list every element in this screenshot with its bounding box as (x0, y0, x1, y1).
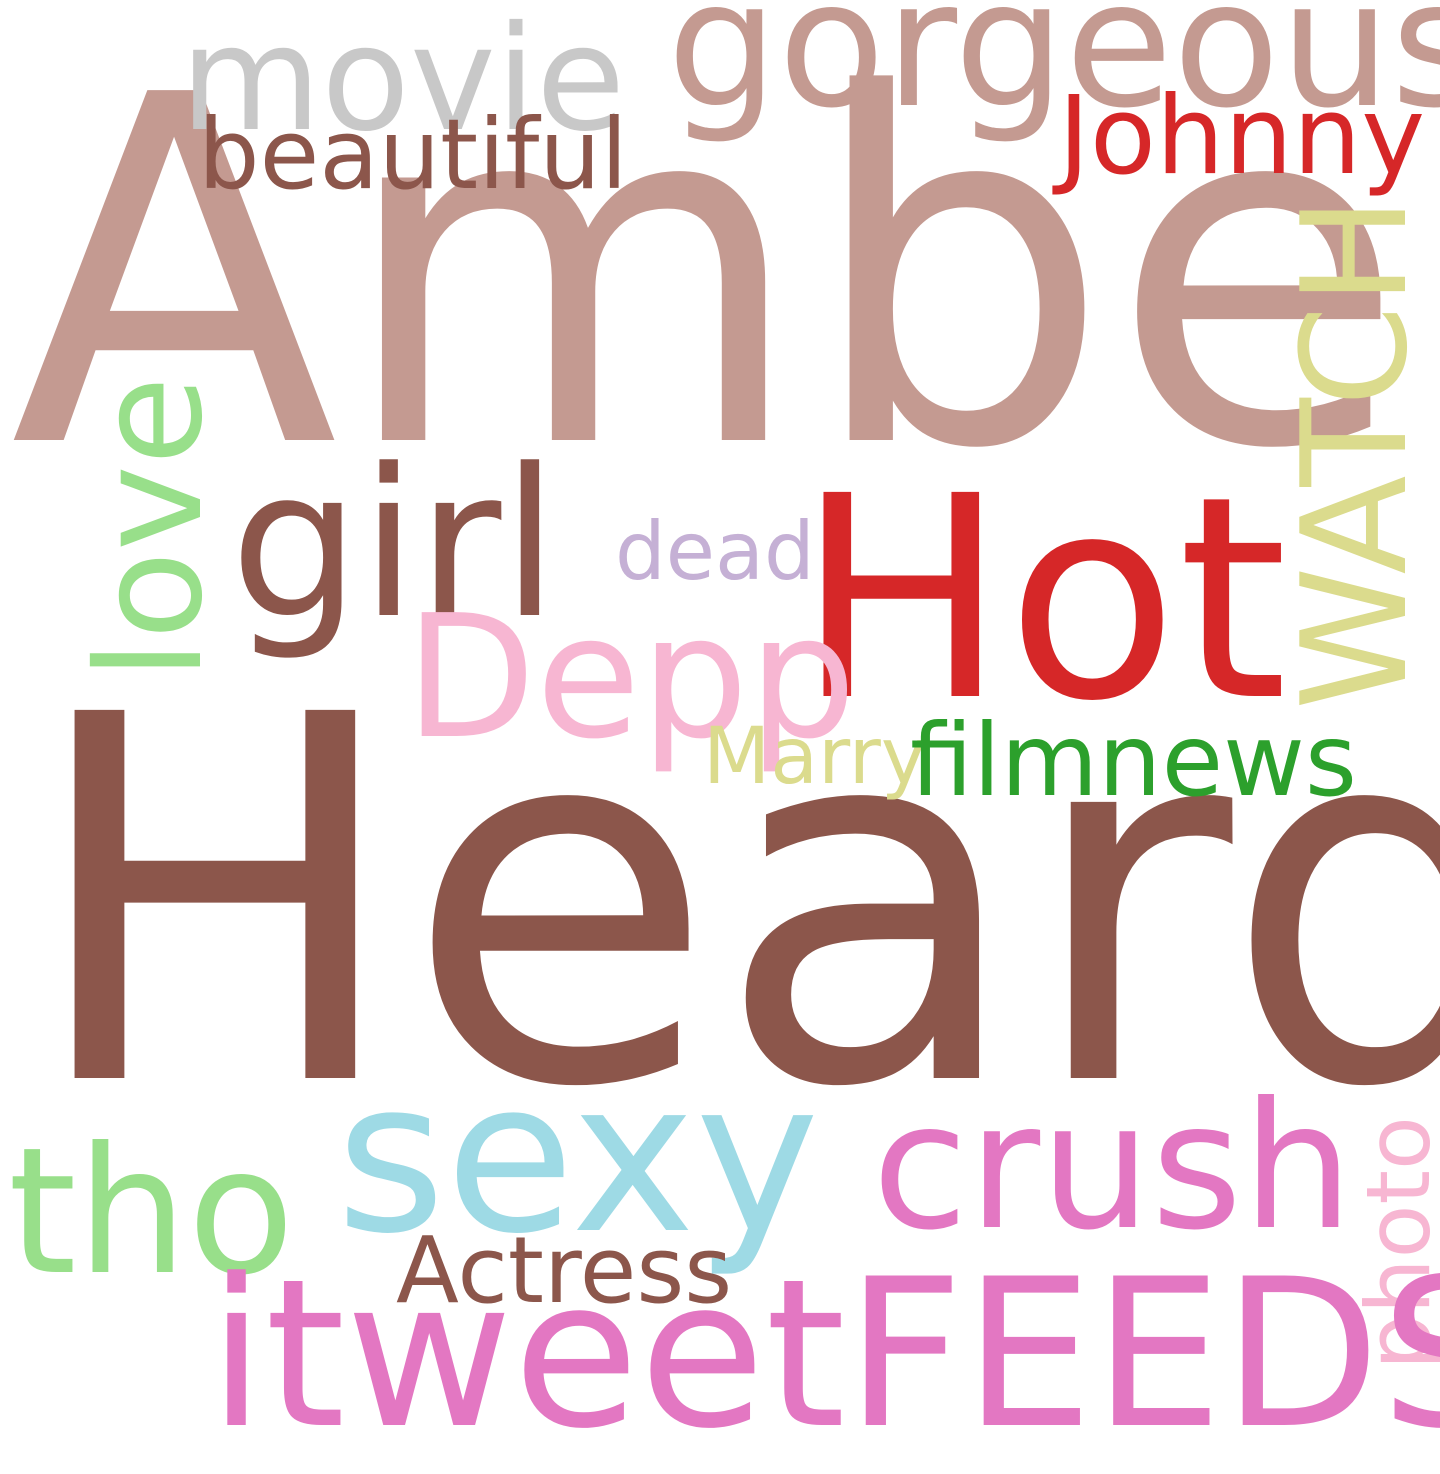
word-marry: Marry (703, 712, 928, 802)
word-filmnews: filmnews (910, 702, 1357, 819)
word-movie: movie (180, 0, 626, 164)
word-hot: Hot (796, 437, 1288, 763)
word-actress: Actress (396, 1217, 733, 1324)
word-crush: crush (872, 1066, 1354, 1269)
word-johnny: Johnny (1058, 74, 1426, 199)
word-dead: dead (615, 505, 815, 598)
word-love: love (66, 375, 235, 680)
word-cloud: Amber Heard Hot gorgeous movie Johnny be… (8, 0, 1440, 1458)
word-heard: Heard (25, 610, 1440, 1198)
word-watch: WATCH (1271, 196, 1440, 710)
word-sexy: sexy (336, 1035, 820, 1280)
word-tho: tho (8, 1111, 295, 1314)
word-amber: Amber (10, 0, 1440, 554)
word-itweetfeeds: itweetFEEDS (208, 1236, 1440, 1474)
word-depp: Depp (405, 579, 857, 777)
word-beautiful: beautiful (198, 98, 628, 211)
word-girl: girl (230, 426, 559, 664)
word-gorgeous: gorgeous (667, 0, 1440, 147)
